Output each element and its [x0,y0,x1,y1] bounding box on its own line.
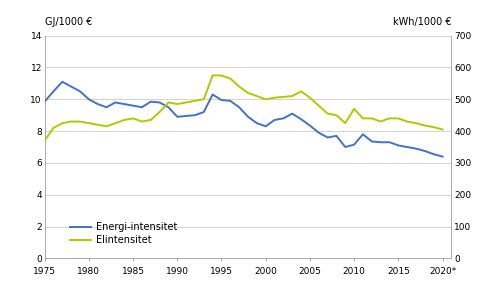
Text: GJ/1000 €: GJ/1000 € [45,17,92,27]
Legend: Energi-intensitet, Elintensitet: Energi-intensitet, Elintensitet [66,218,181,249]
Text: kWh/1000 €: kWh/1000 € [393,17,451,27]
